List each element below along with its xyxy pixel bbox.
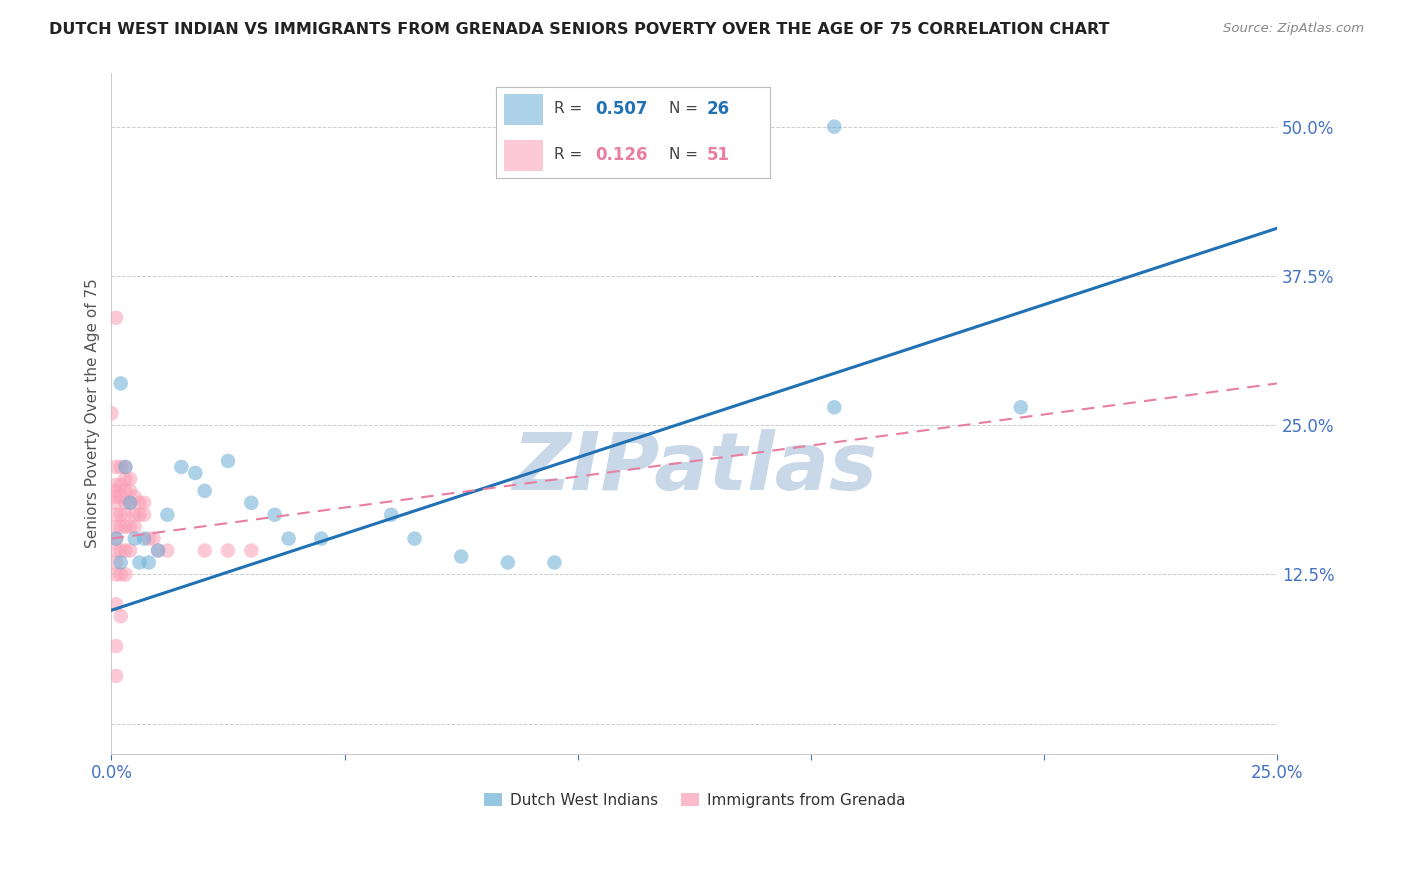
Point — [184, 466, 207, 480]
Point — [240, 496, 263, 510]
Point — [263, 508, 285, 522]
Y-axis label: Seniors Poverty Over the Age of 75: Seniors Poverty Over the Age of 75 — [86, 278, 100, 548]
Point — [110, 567, 132, 582]
Text: DUTCH WEST INDIAN VS IMMIGRANTS FROM GRENADA SENIORS POVERTY OVER THE AGE OF 75 : DUTCH WEST INDIAN VS IMMIGRANTS FROM GRE… — [49, 22, 1109, 37]
Point — [217, 543, 239, 558]
Point — [105, 478, 128, 492]
Point — [156, 543, 179, 558]
Legend: Dutch West Indians, Immigrants from Grenada: Dutch West Indians, Immigrants from Gren… — [478, 787, 911, 814]
Point — [128, 496, 150, 510]
Point — [380, 508, 402, 522]
Point — [120, 496, 142, 510]
Point — [120, 483, 142, 498]
Point — [114, 567, 136, 582]
Point — [105, 496, 128, 510]
Point — [105, 556, 128, 570]
Point — [105, 460, 128, 475]
Point — [105, 532, 128, 546]
Text: Source: ZipAtlas.com: Source: ZipAtlas.com — [1223, 22, 1364, 36]
Point — [128, 508, 150, 522]
Point — [120, 543, 142, 558]
Point — [124, 508, 146, 522]
Point — [114, 519, 136, 533]
Point — [110, 376, 132, 391]
Point — [823, 401, 845, 415]
Point — [110, 519, 132, 533]
Point — [105, 508, 128, 522]
Point — [450, 549, 472, 564]
Point — [114, 483, 136, 498]
Point — [146, 543, 169, 558]
Point — [194, 543, 217, 558]
Point — [128, 556, 150, 570]
Point — [146, 543, 169, 558]
Point — [110, 508, 132, 522]
Point — [120, 519, 142, 533]
Point — [110, 460, 132, 475]
Point — [110, 490, 132, 504]
Point — [194, 483, 217, 498]
Point — [277, 532, 299, 546]
Point — [114, 460, 136, 475]
Point — [105, 567, 128, 582]
Point — [105, 490, 128, 504]
Point — [132, 532, 155, 546]
Point — [496, 556, 519, 570]
Point — [156, 508, 179, 522]
Point — [105, 532, 128, 546]
Point — [105, 639, 128, 653]
Point — [309, 532, 332, 546]
Point — [110, 478, 132, 492]
Point — [124, 490, 146, 504]
Point — [404, 532, 426, 546]
Point — [543, 556, 565, 570]
Point — [114, 543, 136, 558]
Point — [142, 532, 165, 546]
Point — [105, 543, 128, 558]
Point — [124, 519, 146, 533]
Point — [124, 532, 146, 546]
Point — [170, 460, 193, 475]
Point — [105, 310, 128, 325]
Point — [114, 496, 136, 510]
Point — [110, 556, 132, 570]
Point — [132, 496, 155, 510]
Point — [138, 556, 160, 570]
Point — [217, 454, 239, 468]
Point — [132, 508, 155, 522]
Point — [114, 472, 136, 486]
Point — [105, 519, 128, 533]
Point — [110, 543, 132, 558]
Point — [240, 543, 263, 558]
Point — [1010, 401, 1032, 415]
Point — [105, 669, 128, 683]
Point — [120, 472, 142, 486]
Point — [120, 496, 142, 510]
Point — [138, 532, 160, 546]
Point — [100, 406, 122, 420]
Point — [105, 483, 128, 498]
Text: ZIPatlas: ZIPatlas — [512, 429, 877, 507]
Point — [110, 609, 132, 624]
Point — [114, 508, 136, 522]
Point — [105, 597, 128, 611]
Point — [823, 120, 845, 134]
Point — [114, 460, 136, 475]
